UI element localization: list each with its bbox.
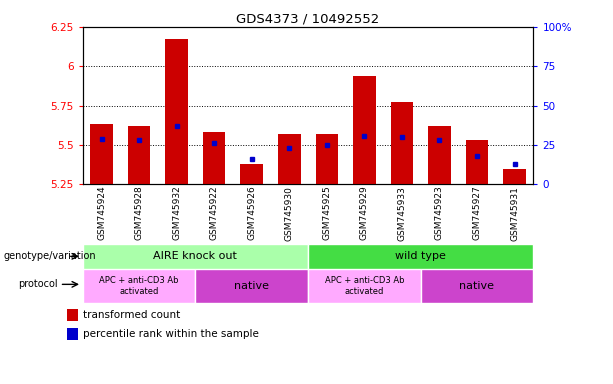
Text: transformed count: transformed count [83,310,181,320]
Bar [166,40,188,184]
Text: genotype/variation: genotype/variation [3,251,96,262]
Bar [421,269,533,303]
Bar [316,134,338,184]
Bar [428,126,451,184]
Bar [83,269,196,303]
Text: native: native [234,281,269,291]
Bar [67,328,77,340]
Text: APC + anti-CD3 Ab
activated: APC + anti-CD3 Ab activated [325,276,404,296]
Bar [90,124,113,184]
Bar [390,103,413,184]
Text: AIRE knock out: AIRE knock out [153,251,237,262]
Bar [67,309,77,321]
Bar [128,126,150,184]
Bar [83,244,308,269]
Text: wild type: wild type [395,251,446,262]
Text: protocol: protocol [18,279,58,290]
Text: native: native [460,281,495,291]
Bar [278,134,300,184]
Bar [308,269,421,303]
Bar [203,132,226,184]
Bar [466,140,488,184]
Bar [308,244,533,269]
Text: percentile rank within the sample: percentile rank within the sample [83,329,259,339]
Bar [240,164,263,184]
Title: GDS4373 / 10492552: GDS4373 / 10492552 [237,13,379,26]
Bar [503,169,526,184]
Text: APC + anti-CD3 Ab
activated: APC + anti-CD3 Ab activated [99,276,179,296]
Bar [196,269,308,303]
Bar [353,76,376,184]
